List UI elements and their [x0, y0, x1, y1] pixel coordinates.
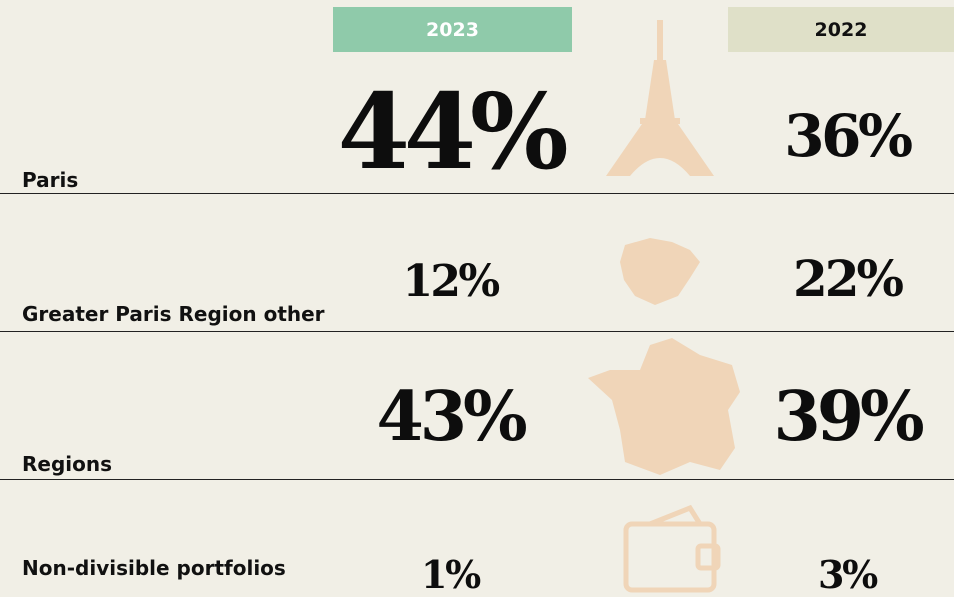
row-label: Paris: [22, 168, 79, 192]
france-map: [588, 338, 740, 475]
value-2023: 44%: [337, 70, 569, 193]
value-2022: 3%: [818, 552, 878, 597]
header-2023: 2023: [333, 7, 572, 52]
ile-de-france: [620, 238, 700, 305]
row-label: Greater Paris Region other: [22, 302, 325, 326]
value-2022: 22%: [792, 249, 904, 308]
value-2023: 43%: [376, 377, 527, 457]
value-2022: 36%: [784, 102, 913, 170]
row-label: Non-divisible portfolios: [22, 556, 286, 580]
row-rule: [0, 479, 954, 480]
eiffel-tower: [606, 20, 714, 176]
value-2023: 12%: [402, 256, 500, 307]
row-rule: [0, 193, 954, 194]
value-2023: 1%: [421, 552, 481, 597]
wallet: [623, 504, 721, 593]
row-rule: [0, 331, 954, 332]
header-2022: 2022: [728, 7, 954, 52]
value-2022: 39%: [773, 377, 924, 457]
row-label: Regions: [22, 452, 113, 476]
